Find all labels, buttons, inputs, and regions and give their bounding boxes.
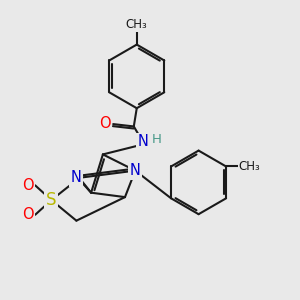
Text: O: O bbox=[22, 207, 34, 222]
Text: N: N bbox=[71, 170, 82, 185]
Text: CH₃: CH₃ bbox=[126, 18, 148, 31]
Text: N: N bbox=[137, 134, 148, 149]
Text: CH₃: CH₃ bbox=[239, 160, 261, 173]
Text: N: N bbox=[130, 163, 141, 178]
Text: O: O bbox=[99, 116, 111, 131]
Text: S: S bbox=[46, 191, 57, 209]
Text: H: H bbox=[152, 133, 161, 146]
Text: O: O bbox=[22, 178, 34, 193]
